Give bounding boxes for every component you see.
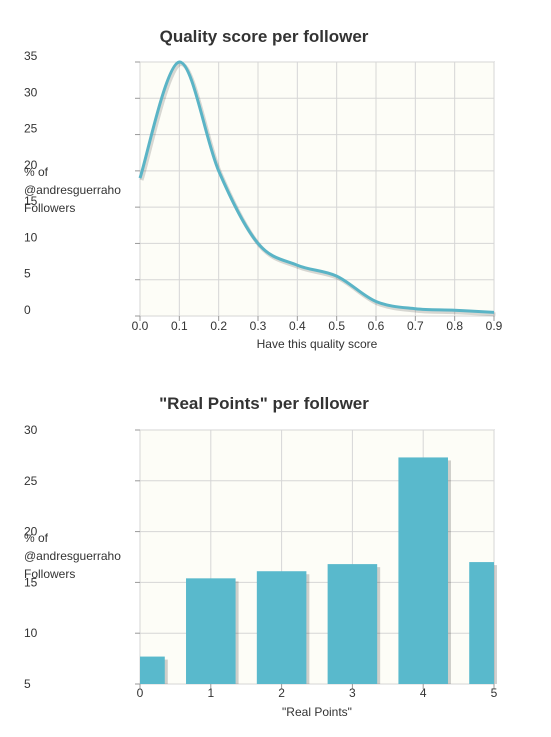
- y-axis-label-line-2: @andresguerraho: [24, 549, 121, 563]
- y-tick-label: 15: [24, 194, 38, 208]
- x-tick-label: 0.3: [250, 319, 267, 333]
- x-tick-label: 0.0: [132, 319, 149, 333]
- bar: [186, 578, 236, 684]
- y-tick-label: 5: [24, 267, 31, 281]
- x-tick-label: 0.7: [407, 319, 424, 333]
- y-axis-label-line-3: Followers: [24, 567, 75, 581]
- x-axis-ticks: 0.0 0.1 0.2 0.3 0.4 0.5 0.6 0.7 0.8 0.9: [132, 316, 503, 333]
- y-axis-label-line-1: % of: [24, 531, 49, 545]
- x-tick-label: 2: [278, 686, 285, 700]
- x-tick-label: 0.2: [210, 319, 227, 333]
- y-tick-label: 0: [24, 303, 31, 317]
- x-tick-label: 0: [137, 686, 144, 700]
- y-tick-label: 25: [24, 122, 38, 136]
- y-axis-ticks: 5 10 15 20 25 30: [24, 423, 140, 691]
- series: [138, 60, 496, 317]
- x-axis-label: Have this quality score: [257, 337, 378, 351]
- y-tick-label: 10: [24, 230, 38, 244]
- y-tick-label: 25: [24, 474, 38, 488]
- chart-title: "Real Points" per follower: [159, 394, 369, 413]
- x-tick-label: 3: [349, 686, 356, 700]
- grid: [139, 61, 495, 317]
- x-tick-label: 0.8: [446, 319, 463, 333]
- bar: [256, 571, 307, 684]
- x-tick-label: 4: [420, 686, 427, 700]
- y-tick-label: 20: [24, 525, 38, 539]
- x-axis-label: "Real Points": [282, 705, 352, 719]
- bar: [469, 562, 494, 684]
- y-axis-label-line-3: Followers: [24, 201, 75, 215]
- y-axis-label-line-2: @andresguerraho: [24, 183, 121, 197]
- y-tick-label: 10: [24, 626, 38, 640]
- plot-area: [139, 61, 495, 317]
- x-tick-label: 0.4: [289, 319, 306, 333]
- x-tick-label: 0.9: [486, 319, 503, 333]
- bars: [140, 457, 497, 684]
- y-tick-label: 30: [24, 423, 38, 437]
- y-tick-label: 5: [24, 677, 31, 691]
- bar: [398, 457, 448, 684]
- bar: [327, 564, 378, 684]
- x-tick-label: 1: [207, 686, 214, 700]
- x-tick-label: 0.6: [368, 319, 385, 333]
- x-tick-label: 0.1: [171, 319, 188, 333]
- y-tick-label: 35: [24, 49, 38, 63]
- quality-score-chart: Quality score per follower 0 5 10 15 20 25 30 3…: [24, 27, 503, 351]
- x-axis-ticks: 0 1 2 3 4 5: [137, 684, 498, 700]
- y-tick-label: 15: [24, 575, 38, 589]
- bar: [140, 656, 165, 684]
- chart-title: Quality score per follower: [160, 27, 369, 46]
- y-axis-label-line-1: % of: [24, 165, 49, 179]
- y-tick-label: 30: [24, 85, 38, 99]
- y-axis-ticks: 0 5 10 15 20 25 30 35: [24, 49, 140, 317]
- x-tick-label: 0.5: [328, 319, 345, 333]
- x-tick-label: 5: [491, 686, 498, 700]
- y-tick-label: 20: [24, 158, 38, 172]
